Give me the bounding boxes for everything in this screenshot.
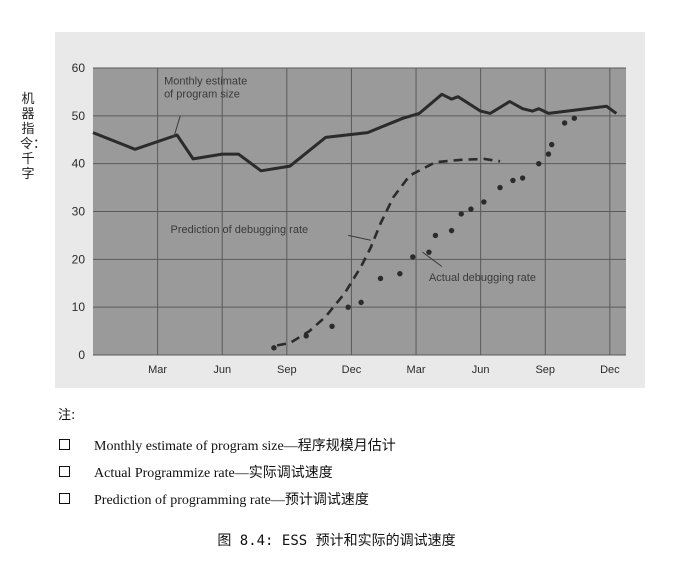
y-tick-label: 40: [72, 157, 86, 171]
notes-section: 注: Monthly estimate of program size—程序规模…: [58, 404, 396, 512]
checkbox-icon: [59, 466, 70, 477]
data-point-actual-debugging: [448, 227, 455, 234]
data-point-actual-debugging: [410, 254, 416, 260]
data-point-actual-debugging: [536, 160, 542, 167]
note-text: Actual Programmize rate—实际调试速度: [94, 465, 333, 481]
x-tick-label: Dec: [600, 364, 620, 376]
annotation-label: Monthly estimate of program size: [164, 76, 247, 101]
annotation-line: Monthly estimate: [164, 76, 247, 88]
annotation-leader: [422, 251, 443, 267]
y-tick-label: 20: [72, 252, 86, 266]
notes-title: 注:: [58, 408, 76, 423]
checkbox-icon: [59, 439, 70, 450]
data-point-actual-debugging: [397, 270, 403, 277]
note-item: Actual Programmize rate—实际调试速度: [58, 458, 396, 485]
data-point-actual-debugging: [497, 184, 503, 191]
annotation-label: Prediction of debugging rate: [171, 224, 309, 236]
data-point-actual-debugging: [303, 333, 309, 339]
chart: 0 10 20 30 40 50 60 Mar Jun Sep Dec Mar Jun Sep Dec M…: [55, 32, 645, 388]
data-point-actual-debugging: [426, 249, 432, 255]
annotation-leader: [348, 234, 371, 241]
data-point-actual-debugging: [432, 232, 439, 239]
data-point-actual-debugging: [377, 275, 384, 282]
annotation-label: Actual debugging rate: [429, 272, 536, 284]
x-tick-label: Mar: [148, 364, 167, 376]
note-text: Monthly estimate of program size—程序规模月估计: [94, 438, 396, 454]
x-tick-labels: Mar Jun Sep Dec Mar Jun Sep Dec: [148, 364, 620, 376]
y-tick-label: 60: [72, 61, 86, 75]
data-point-actual-debugging: [329, 323, 335, 329]
annotation-leader: [173, 115, 181, 138]
data-point-actual-debugging: [468, 206, 474, 212]
series-line-predicted-debugging: [276, 157, 501, 347]
data-point-actual-debugging: [510, 177, 516, 184]
x-tick-label: Sep: [535, 364, 555, 376]
data-point-actual-debugging: [545, 151, 552, 157]
y-tick-label: 0: [78, 348, 85, 362]
data-point-actual-debugging: [571, 115, 578, 121]
data-point-actual-debugging: [481, 199, 487, 205]
y-tick-label: 30: [72, 205, 86, 219]
y-axis-label: 机器指令：千字: [20, 92, 47, 182]
figure-caption: 图 8.4: ESS 预计和实际的调试速度: [217, 533, 456, 549]
data-point-actual-debugging: [519, 175, 526, 181]
x-tick-label: Mar: [407, 364, 426, 376]
x-tick-label: Jun: [472, 364, 490, 376]
x-tick-label: Sep: [277, 364, 297, 376]
annotation-layer: Monthly estimate of program size Predictio…: [164, 76, 536, 284]
data-point-actual-debugging: [561, 120, 568, 126]
y-tick-labels: 0 10 20 30 40 50 60: [72, 61, 86, 362]
series-layer: [92, 92, 618, 351]
x-tick-label: Dec: [342, 364, 362, 376]
x-tick-label: Jun: [213, 364, 231, 376]
data-point-actual-debugging: [549, 141, 555, 148]
note-item: Monthly estimate of program size—程序规模月估计: [58, 431, 396, 458]
data-point-actual-debugging: [345, 304, 351, 310]
data-point-actual-debugging: [358, 299, 364, 306]
data-point-actual-debugging: [271, 345, 277, 351]
annotation-line: of program size: [164, 89, 240, 101]
y-tick-label: 50: [72, 109, 86, 123]
y-tick-label: 10: [72, 300, 86, 314]
data-point-actual-debugging: [458, 211, 464, 217]
checkbox-icon: [59, 493, 70, 504]
note-item: Prediction of programming rate—预计调试速度: [58, 485, 396, 512]
series-line-program-size: [92, 92, 618, 173]
gridlines: [93, 67, 626, 356]
note-text: Prediction of programming rate—预计调试速度: [94, 492, 369, 508]
